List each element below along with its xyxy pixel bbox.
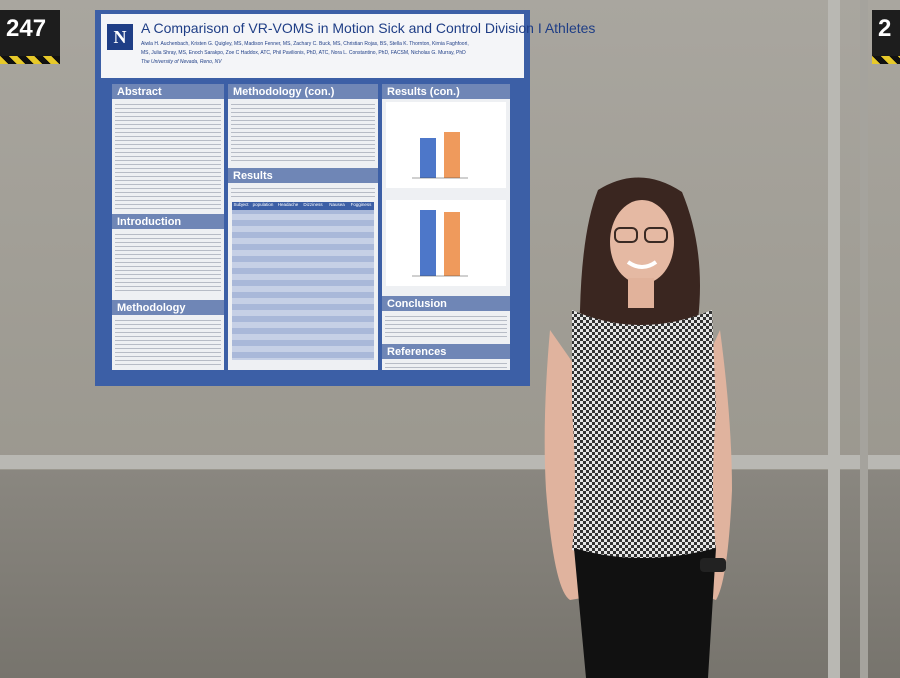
- poster-title: A Comparison of VR-VOMS in Motion Sick a…: [141, 20, 596, 36]
- figure-bar: [444, 132, 460, 178]
- booth-number: 2: [872, 10, 900, 56]
- section-header: Abstract: [112, 84, 224, 99]
- text-block: [231, 186, 375, 200]
- section-header: Methodology: [112, 300, 224, 315]
- section-header: Methodology (con.): [228, 84, 378, 99]
- figure-bar: [420, 210, 436, 276]
- section-header: References: [382, 344, 510, 359]
- neck: [628, 278, 654, 308]
- section-header: Introduction: [112, 214, 224, 229]
- table-header-cell: Headache: [277, 202, 299, 207]
- logo: N: [107, 24, 133, 50]
- text-block: [385, 314, 507, 340]
- booth-number-text: 2: [878, 15, 892, 42]
- glasses: [614, 227, 638, 243]
- smile: [626, 260, 658, 269]
- table-header: Subject population Headache Dizziness Na…: [232, 202, 374, 210]
- section-header: Results: [228, 168, 378, 183]
- figure-bar: [444, 212, 460, 276]
- hazard-stripe: [872, 56, 900, 64]
- hazard-stripe: [0, 56, 60, 64]
- pants: [574, 548, 716, 678]
- column: Abstract Introduction Methodology: [112, 84, 224, 370]
- text-block: [115, 232, 221, 294]
- authors: Aiwla H. Auchenbach, Kristen G. Quigley,…: [141, 41, 469, 47]
- table-header-cell: Dizziness: [303, 202, 323, 207]
- authors: MS, Julia Shray, MS, Enoch Sarakpo, Zoe …: [141, 50, 466, 56]
- section-header: Results (con.): [382, 84, 510, 99]
- glasses: [644, 227, 668, 243]
- results-table: Subject population Headache Dizziness Na…: [232, 202, 374, 360]
- table-header-cell: Nausea: [329, 202, 345, 207]
- booth-number-text: 247: [6, 15, 47, 42]
- text-block: [115, 102, 221, 210]
- top: [572, 310, 716, 560]
- person: [544, 177, 732, 678]
- board-rail: [0, 455, 900, 469]
- affiliation: The University of Nevada, Reno, NV: [141, 59, 222, 65]
- text-block: [231, 102, 375, 164]
- text-block: [385, 361, 507, 369]
- booth-number: 247: [0, 10, 60, 56]
- table-header-cell: Fogginess: [350, 202, 372, 207]
- column: Methodology (con.) Results Subject popul…: [228, 84, 378, 370]
- column: Results (con.) Conclusion References: [382, 84, 510, 370]
- board-post: [860, 0, 868, 678]
- section-header: Conclusion: [382, 296, 510, 311]
- table-header-cell: Subject: [233, 202, 249, 207]
- poster: N A Comparison of VR-VOMS in Motion Sick…: [95, 10, 595, 386]
- text-block: [115, 318, 221, 366]
- face: [610, 200, 674, 284]
- floor: [0, 470, 900, 678]
- watch: [700, 558, 726, 572]
- figure-bar: [420, 138, 436, 178]
- table-header-cell: population: [252, 202, 274, 207]
- board-post: [828, 0, 840, 678]
- figures: [386, 102, 506, 286]
- poster-header: N A Comparison of VR-VOMS in Motion Sick…: [101, 14, 595, 78]
